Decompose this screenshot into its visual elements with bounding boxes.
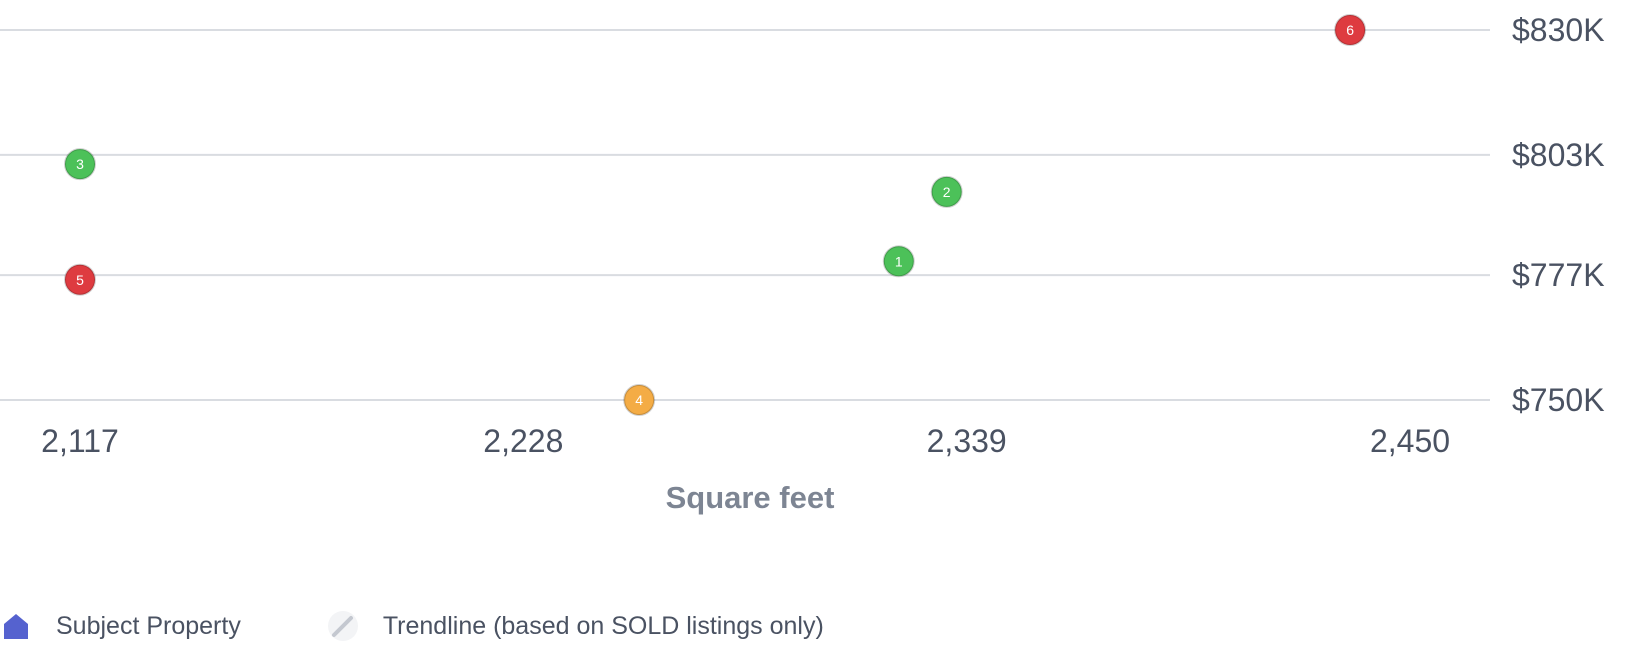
- y-tick-label: $830K: [1512, 12, 1605, 48]
- data-point-marker[interactable]: [623, 384, 656, 416]
- data-point-marker[interactable]: [882, 245, 915, 278]
- y-tick-label: $750K: [1512, 382, 1605, 418]
- y-tick-label: $777K: [1512, 257, 1605, 293]
- legend-item-trendline[interactable]: Trendline (based on SOLD listings only): [327, 610, 824, 642]
- data-point-label: 6: [1346, 22, 1354, 38]
- data-point-marker[interactable]: [930, 175, 963, 208]
- chart-canvas: $830K $803K $777K $750K 2,117 2,228 2,339 2,450…: [0, 12, 1605, 515]
- x-tick-label: 2,339: [927, 423, 1007, 459]
- x-tick-label: 2,228: [483, 423, 563, 459]
- data-point-label: 2: [943, 184, 951, 200]
- data-point-label: 1: [895, 253, 903, 269]
- y-tick-label: $803K: [1512, 137, 1605, 173]
- x-tick-label: 2,117: [41, 423, 119, 459]
- chart-legend: Subject Property Trendline (based on SOL…: [0, 606, 824, 646]
- x-axis-title: Square feet: [666, 480, 835, 515]
- house-icon: [4, 614, 28, 639]
- data-point-marker[interactable]: [1334, 14, 1367, 46]
- trendline-icon: [327, 611, 358, 641]
- legend-label-subject-property: Subject Property: [56, 611, 241, 640]
- x-tick-label: 2,450: [1370, 423, 1450, 459]
- data-point-label: 4: [635, 392, 643, 408]
- legend-label-trendline: Trendline (based on SOLD listings only): [382, 611, 824, 640]
- data-point-marker[interactable]: [64, 263, 96, 296]
- data-point-marker[interactable]: [64, 148, 96, 181]
- data-point-label: 5: [76, 272, 84, 288]
- legend-item-subject-property[interactable]: Subject Property: [0, 610, 241, 642]
- data-point-label: 3: [76, 156, 84, 172]
